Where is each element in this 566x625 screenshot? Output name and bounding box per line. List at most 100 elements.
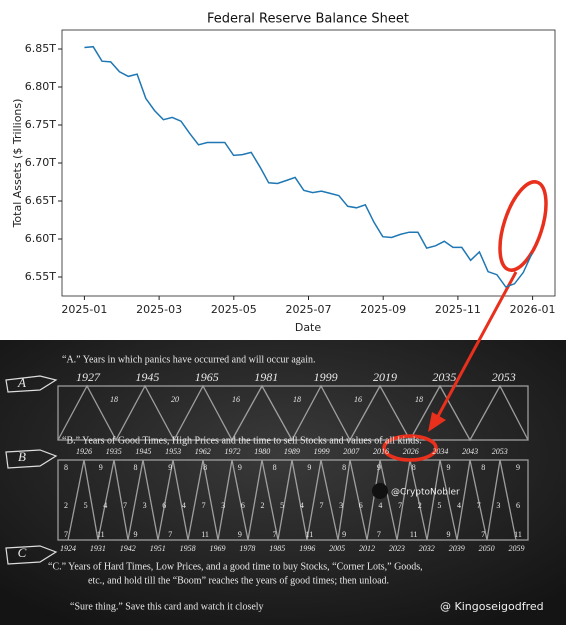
cycle-gap: 16 bbox=[232, 395, 240, 404]
cycle-number: 8 bbox=[134, 463, 138, 472]
hard-year: 2032 bbox=[419, 544, 435, 553]
cycle-number: 4 bbox=[300, 501, 304, 510]
cycle-number: 8 bbox=[342, 463, 346, 472]
hard-year: 1996 bbox=[299, 544, 315, 553]
cycle-number: 7 bbox=[123, 501, 127, 510]
cycle-number: 3 bbox=[339, 501, 343, 510]
hard-year: 2039 bbox=[449, 544, 465, 553]
y-tick-label: 6.60T bbox=[25, 232, 56, 245]
panic-year: 1927 bbox=[76, 370, 101, 384]
hard-year: 1969 bbox=[210, 544, 226, 553]
y-tick-label: 6.85T bbox=[25, 42, 56, 55]
good-year: 1980 bbox=[254, 447, 270, 456]
cycle-number: 8 bbox=[273, 463, 277, 472]
cycle-number: 11 bbox=[410, 530, 418, 539]
hand-icons bbox=[5, 375, 58, 565]
panic-year: 1945 bbox=[135, 370, 159, 384]
cycle-number: 5 bbox=[84, 501, 88, 510]
x-logo bbox=[372, 483, 388, 499]
cycle-number: 9 bbox=[377, 463, 381, 472]
card-text: “A.” Years in which panics have occurred… bbox=[62, 354, 316, 365]
x-tick-label: 2025-11 bbox=[435, 303, 481, 316]
cycle-number: 4 bbox=[182, 501, 186, 510]
cycle-number: 3 bbox=[496, 501, 500, 510]
x-tick-label: 2026-01 bbox=[510, 303, 556, 316]
hard-year: 1931 bbox=[90, 544, 106, 553]
y-tick-label: 6.70T bbox=[25, 156, 56, 169]
cycle-number: 11 bbox=[306, 530, 314, 539]
hard-year: 2005 bbox=[329, 544, 345, 553]
good-year: 1962 bbox=[195, 447, 211, 456]
handle: @CryptoNobler bbox=[391, 488, 460, 498]
cycle-number: 2 bbox=[64, 501, 68, 510]
good-year: 1999 bbox=[314, 447, 330, 456]
good-year: 1953 bbox=[165, 447, 181, 456]
card-text: “Sure thing.” Save this card and watch i… bbox=[70, 601, 264, 612]
x-tick-label: 2025-09 bbox=[360, 303, 406, 316]
cycle-number: 11 bbox=[201, 530, 209, 539]
hard-year: 2023 bbox=[389, 544, 405, 553]
cycle-number: 5 bbox=[280, 501, 284, 510]
cycle-number: 7 bbox=[477, 501, 481, 510]
y-tick-label: 6.75T bbox=[25, 118, 56, 131]
hand-letter: C bbox=[18, 545, 27, 560]
cycle-gap: 18 bbox=[293, 395, 301, 404]
hard-year: 2012 bbox=[359, 544, 375, 553]
hard-year: 1942 bbox=[120, 544, 136, 553]
panic-year: 1981 bbox=[254, 370, 278, 384]
cycle-number: 9 bbox=[446, 463, 450, 472]
cycle-number: 11 bbox=[514, 530, 522, 539]
y-axis-label: Total Assets ($ Trillions) bbox=[11, 99, 24, 229]
good-year: 1989 bbox=[284, 447, 300, 456]
panic-year: 2035 bbox=[432, 370, 456, 384]
x-tick-label: 2025-03 bbox=[136, 303, 182, 316]
cycle-number: 9 bbox=[342, 530, 346, 539]
cycle-number: 11 bbox=[97, 530, 105, 539]
hand-letter: A bbox=[17, 375, 26, 390]
hard-year: 1985 bbox=[269, 544, 285, 553]
x-tick-label: 2025-07 bbox=[286, 303, 332, 316]
cycle-number: 8 bbox=[481, 463, 485, 472]
cycle-number: 2 bbox=[261, 501, 265, 510]
cycle-gap: 20 bbox=[171, 395, 179, 404]
cycle-number: 9 bbox=[238, 530, 242, 539]
arrow-shaft bbox=[434, 271, 518, 421]
panic-year: 2019 bbox=[373, 370, 397, 384]
cycle-number: 7 bbox=[319, 501, 323, 510]
card-text: “B.” Years of Good Times, High Prices an… bbox=[62, 435, 422, 446]
good-year: 1945 bbox=[135, 447, 151, 456]
cycle-gap: 18 bbox=[415, 395, 423, 404]
panic-year: 2053 bbox=[492, 370, 516, 384]
y-tick-label: 6.55T bbox=[25, 270, 56, 283]
hard-year: 1958 bbox=[180, 544, 196, 553]
hard-year: 1951 bbox=[150, 544, 166, 553]
cycle-number: 7 bbox=[481, 530, 485, 539]
cycle-number: 6 bbox=[162, 501, 166, 510]
cycle-number: 7 bbox=[64, 530, 68, 539]
chalk-lines bbox=[57, 384, 529, 541]
cycle-number: 2 bbox=[418, 501, 422, 510]
cycle-number: 9 bbox=[99, 463, 103, 472]
cycle-gap: 16 bbox=[354, 395, 362, 404]
cycle-number: 7 bbox=[273, 530, 277, 539]
cycle-number: 9 bbox=[307, 463, 311, 472]
cycle-number: 4 bbox=[378, 501, 382, 510]
good-year: 1926 bbox=[76, 447, 92, 456]
cycle-number: 9 bbox=[238, 463, 242, 472]
card-text: “C.” Years of Hard Times, Low Prices, an… bbox=[48, 561, 423, 572]
cycle-number: 6 bbox=[516, 501, 520, 510]
credit: @ Kingoseigodfred bbox=[440, 600, 544, 613]
cycle-gap: 18 bbox=[110, 395, 118, 404]
chart-title: Federal Reserve Balance Sheet bbox=[207, 12, 409, 27]
good-year: 2043 bbox=[462, 447, 478, 456]
cycle-number: 9 bbox=[516, 463, 520, 472]
cycle-number: 7 bbox=[398, 501, 402, 510]
good-year: 2053 bbox=[492, 447, 508, 456]
good-year: 2034 bbox=[432, 447, 448, 456]
good-year: 2007 bbox=[343, 447, 360, 456]
cycle-number: 3 bbox=[143, 501, 147, 510]
hard-year: 1924 bbox=[60, 544, 76, 553]
x-tick-label: 2025-01 bbox=[61, 303, 107, 316]
